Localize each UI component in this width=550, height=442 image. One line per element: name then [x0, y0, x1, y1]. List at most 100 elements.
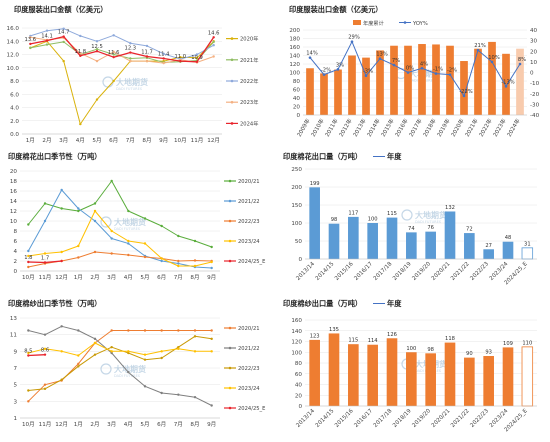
data-point — [62, 40, 65, 44]
x-tick-label: 2017年 — [407, 117, 424, 139]
bar — [502, 347, 514, 406]
data-label: 1.7 — [41, 256, 49, 262]
bar-label: 110 — [522, 340, 532, 346]
x-tick-label: 2016年 — [393, 117, 410, 139]
bar-label: 132 — [445, 205, 455, 211]
bar-label: 114 — [368, 338, 379, 344]
data-point — [448, 73, 452, 76]
data-point — [162, 57, 165, 60]
data-point — [43, 252, 47, 255]
y-tick-label: 50 — [295, 239, 303, 245]
data-point — [210, 350, 213, 353]
x-tick-label: 12月 — [55, 421, 68, 428]
x-tick-label: 11月 — [39, 421, 52, 428]
y-tick-label: 100 — [291, 221, 302, 227]
y-tick-label: 1 — [13, 416, 17, 422]
data-point — [60, 250, 63, 254]
y-tick-label: 0.0 — [10, 132, 19, 138]
data-label: 4% — [420, 61, 428, 67]
data-point — [212, 36, 215, 39]
data-point — [77, 244, 80, 248]
bar — [425, 231, 436, 259]
data-point — [43, 353, 47, 356]
data-point — [462, 94, 466, 98]
bar-label: 31 — [524, 241, 531, 247]
y-tick-label: 20 — [10, 169, 18, 175]
data-label: 7% — [392, 58, 400, 64]
x-tick-label: 6月 — [157, 274, 166, 281]
y-tick-label: 2 — [13, 259, 17, 265]
bar — [483, 356, 494, 406]
data-point — [77, 256, 80, 259]
data-point — [127, 209, 130, 213]
data-label: 1.8 — [24, 255, 32, 261]
data-point — [45, 43, 49, 46]
data-point — [145, 55, 149, 58]
data-label: -1% — [433, 67, 443, 73]
y-tick-label: 40 — [293, 96, 301, 102]
garment-annual-chart: 印度服装出口金额（亿美元）020406080100120140160180200… — [289, 5, 540, 139]
series-line-2023/24 — [28, 210, 212, 267]
bar — [464, 233, 475, 259]
data-point — [79, 51, 82, 55]
y-tick-label: 100 — [289, 71, 300, 77]
x-tick-label: 2020年 — [449, 117, 466, 139]
data-point — [195, 60, 199, 63]
bar — [502, 53, 510, 115]
x-tick-label: 2013年 — [351, 117, 368, 139]
legend-label: 2022/23 — [238, 366, 260, 372]
x-tick-label: 2018/19 — [392, 261, 413, 282]
data-point — [160, 391, 163, 395]
data-point — [193, 239, 197, 243]
y-tick-label: 12.0 — [7, 53, 20, 59]
data-label: 12.3 — [125, 46, 137, 52]
bar — [328, 333, 340, 406]
y-tick-label: 140 — [289, 54, 300, 60]
chart-panel-cotton-annual: 印度棉花出口量（万吨） 年度 0 50 100 150 200 250 大地期货 DADI FUT… — [275, 147, 550, 294]
data-point — [127, 351, 130, 355]
series-line-2024/25_E — [28, 354, 46, 357]
x-tick-label: 2021年 — [463, 117, 480, 139]
bar — [516, 48, 524, 116]
data-label: -3% — [363, 69, 373, 75]
y-tick-label: 250 — [291, 167, 302, 173]
data-point — [93, 353, 97, 356]
data-point — [504, 85, 508, 88]
x-tick-label: 2017/18 — [373, 261, 394, 282]
y-tick-label: 0 — [298, 257, 302, 263]
x-tick-label: 1月 — [74, 274, 83, 281]
x-tick-label: 2018年 — [421, 117, 438, 139]
data-point — [112, 34, 115, 37]
bar-label: 72 — [466, 227, 473, 233]
data-point — [43, 202, 47, 205]
y-tick-label: 14 — [10, 199, 18, 205]
x-tick-label: 7月 — [174, 274, 183, 281]
data-point — [77, 362, 80, 366]
series-line-2021年 — [30, 41, 215, 63]
data-point — [60, 188, 63, 192]
data-point — [212, 55, 215, 58]
data-point — [43, 387, 47, 391]
data-point — [420, 66, 424, 70]
x-tick-label: 2009年 — [295, 117, 312, 139]
y-tick-label: 13 — [10, 316, 18, 322]
y-tick-label: 60 — [293, 88, 301, 94]
bar — [348, 55, 356, 115]
y-tick-label: 180 — [289, 37, 300, 43]
x-tick-label: 2021/22 — [450, 408, 471, 429]
bar — [460, 61, 468, 115]
bar — [376, 50, 384, 115]
data-point — [212, 44, 215, 47]
yarn-annual-chart: 印度棉纱出口量（万吨）年度020406080100120140160大地期货DA… — [283, 299, 537, 433]
data-label: -13% — [501, 79, 514, 85]
data-point — [93, 219, 97, 223]
x-tick-label: 6月 — [157, 421, 166, 428]
x-tick-label: 9月 — [159, 137, 168, 144]
legend-label: 年度 — [387, 152, 402, 161]
y-tick-label: 200 — [291, 185, 302, 191]
data-point — [112, 53, 115, 56]
y-tick-label: 160 — [291, 318, 302, 324]
data-point — [210, 245, 213, 249]
data-point — [336, 68, 340, 71]
